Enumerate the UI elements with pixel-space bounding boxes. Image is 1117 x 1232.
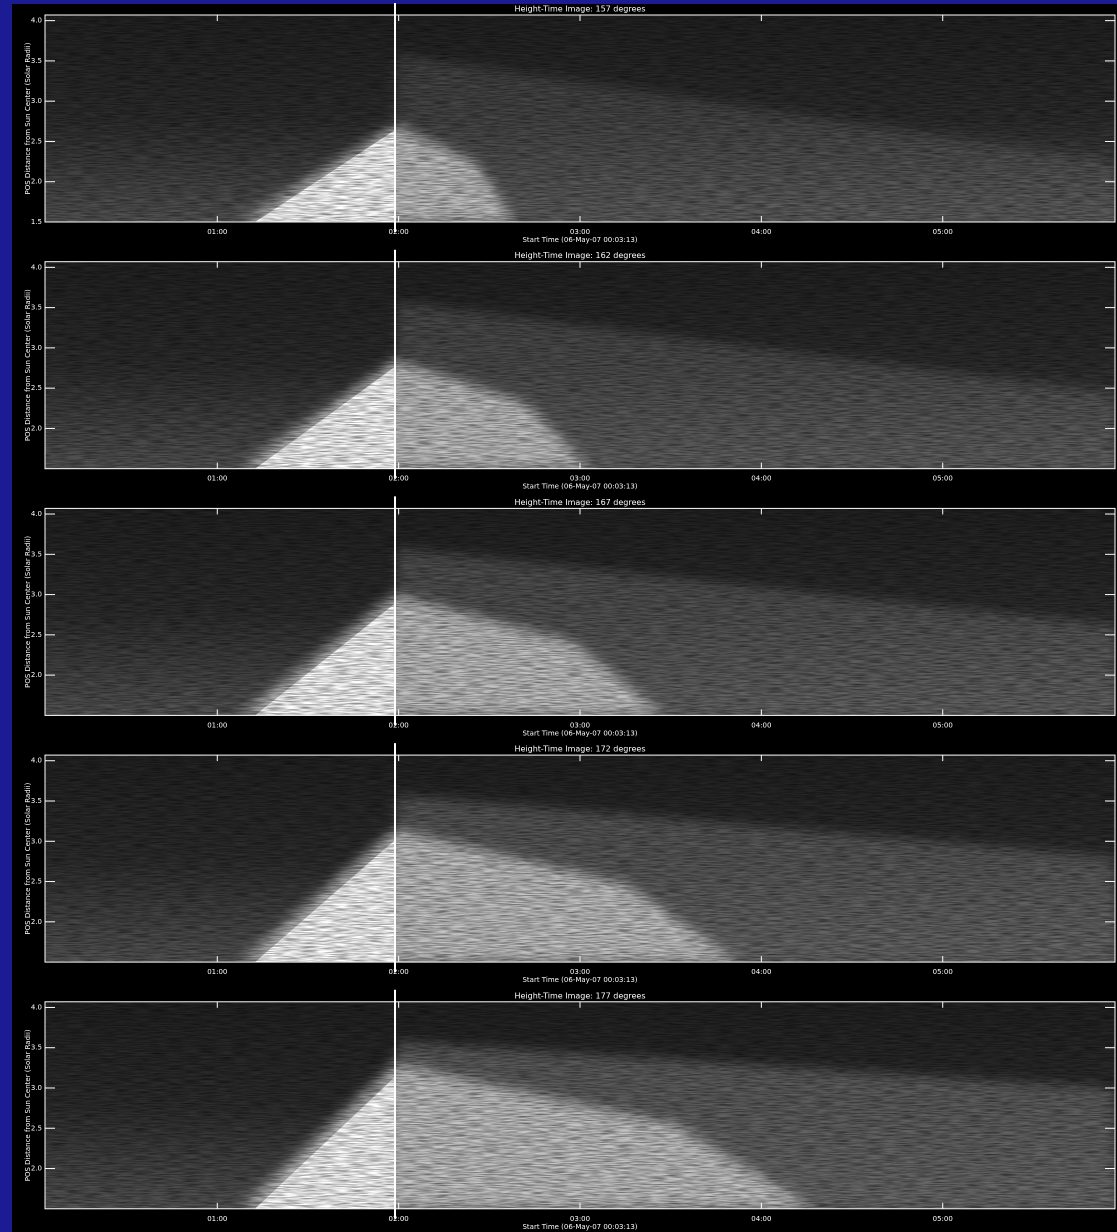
- y-tick-label: 4.0: [31, 757, 42, 765]
- x-tick-label: 04:00: [751, 475, 771, 483]
- height-time-image: [45, 262, 1115, 469]
- y-tick-label: 4.0: [31, 1003, 42, 1011]
- y-tick-label: 2.0: [31, 424, 42, 432]
- panel: Height-Time Image: 167 degrees Start Time…: [24, 496, 1115, 737]
- y-tick-label: 2.5: [31, 137, 42, 145]
- height-time-image: [45, 15, 1115, 222]
- x-tick-label: 03:00: [570, 721, 590, 729]
- chart-title: Height-Time Image: 177 degrees: [514, 991, 645, 1000]
- x-tick-label: 05:00: [933, 228, 953, 236]
- y-tick-label: 3.0: [31, 837, 42, 845]
- x-tick-label: 05:00: [933, 1215, 953, 1223]
- x-tick-label: 02:00: [389, 228, 409, 236]
- y-tick-label: 4.0: [31, 510, 42, 518]
- y-tick-label: 3.0: [31, 591, 42, 599]
- x-tick-label: 05:00: [933, 968, 953, 976]
- x-tick-label: 03:00: [570, 968, 590, 976]
- x-tick-label: 04:00: [751, 721, 771, 729]
- x-axis-label: Start Time (06-May-07 00:03:13): [522, 483, 637, 491]
- chart-title: Height-Time Image: 157 degrees: [514, 5, 645, 14]
- chart-title: Height-Time Image: 162 degrees: [514, 251, 645, 260]
- chart-title: Height-Time Image: 172 degrees: [514, 745, 645, 754]
- y-tick-label: 2.0: [31, 1165, 42, 1173]
- chart-title: Height-Time Image: 167 degrees: [514, 498, 645, 507]
- x-axis-label: Start Time (06-May-07 00:03:13): [522, 236, 637, 244]
- y-tick-label: 3.5: [31, 797, 42, 805]
- panel: Height-Time Image: 157 degrees Start Time…: [24, 3, 1115, 244]
- x-tick-label: 03:00: [570, 475, 590, 483]
- x-axis-label: Start Time (06-May-07 00:03:13): [522, 976, 637, 984]
- y-tick-label: 2.0: [31, 918, 42, 926]
- y-tick-label: 2.5: [31, 631, 42, 639]
- y-tick-label: 2.5: [31, 878, 42, 886]
- panel: Height-Time Image: 172 degrees Start Time…: [24, 743, 1115, 984]
- x-tick-label: 01:00: [207, 721, 227, 729]
- y-tick-label: 2.5: [31, 1124, 42, 1132]
- figure: Height-Time Image: 157 degrees Start Time…: [0, 0, 1117, 1232]
- y-tick-label: 1.5: [31, 218, 42, 226]
- height-time-image: [45, 1002, 1115, 1209]
- page: {"chart_data": [ {"type": "image", "titl…: [0, 0, 1117, 1232]
- y-tick-label: 3.0: [31, 344, 42, 352]
- y-axis-label: POS Distance from Sun Center (Solar Radi…: [24, 42, 32, 194]
- y-tick-label: 4.0: [31, 263, 42, 271]
- x-tick-label: 03:00: [570, 228, 590, 236]
- height-time-image: [45, 755, 1115, 962]
- y-tick-label: 3.0: [31, 1084, 42, 1092]
- height-time-image: [45, 508, 1115, 715]
- x-tick-label: 04:00: [751, 1215, 771, 1223]
- y-axis-label: POS Distance from Sun Center (Solar Radi…: [24, 536, 32, 688]
- x-tick-label: 02:00: [389, 721, 409, 729]
- x-axis-label: Start Time (06-May-07 00:03:13): [522, 729, 637, 737]
- y-tick-label: 3.5: [31, 1044, 42, 1052]
- y-tick-label: 4.0: [31, 17, 42, 25]
- x-tick-label: 01:00: [207, 1215, 227, 1223]
- x-tick-label: 01:00: [207, 968, 227, 976]
- x-tick-label: 01:00: [207, 475, 227, 483]
- x-tick-label: 02:00: [389, 475, 409, 483]
- noise: [45, 508, 1115, 715]
- x-tick-label: 05:00: [933, 721, 953, 729]
- x-tick-label: 05:00: [933, 475, 953, 483]
- noise: [45, 1002, 1115, 1209]
- y-axis-label: POS Distance from Sun Center (Solar Radi…: [24, 289, 32, 441]
- y-tick-label: 2.5: [31, 384, 42, 392]
- y-tick-label: 3.0: [31, 97, 42, 105]
- noise: [45, 755, 1115, 962]
- noise: [45, 262, 1115, 469]
- y-tick-label: 2.0: [31, 671, 42, 679]
- x-axis-label: Start Time (06-May-07 00:03:13): [522, 1223, 637, 1231]
- x-tick-label: 02:00: [389, 968, 409, 976]
- y-tick-label: 3.5: [31, 57, 42, 65]
- x-tick-label: 04:00: [751, 968, 771, 976]
- x-tick-label: 03:00: [570, 1215, 590, 1223]
- x-tick-label: 02:00: [389, 1215, 409, 1223]
- panel: Height-Time Image: 162 degrees Start Time…: [24, 250, 1115, 491]
- y-axis-label: POS Distance from Sun Center (Solar Radi…: [24, 1029, 32, 1181]
- y-tick-label: 2.0: [31, 178, 42, 186]
- x-tick-label: 01:00: [207, 228, 227, 236]
- y-tick-label: 3.5: [31, 304, 42, 312]
- y-tick-label: 3.5: [31, 550, 42, 558]
- x-tick-label: 04:00: [751, 228, 771, 236]
- panel: Height-Time Image: 177 degrees Start Time…: [24, 990, 1115, 1231]
- y-axis-label: POS Distance from Sun Center (Solar Radi…: [24, 782, 32, 934]
- noise: [45, 15, 1115, 222]
